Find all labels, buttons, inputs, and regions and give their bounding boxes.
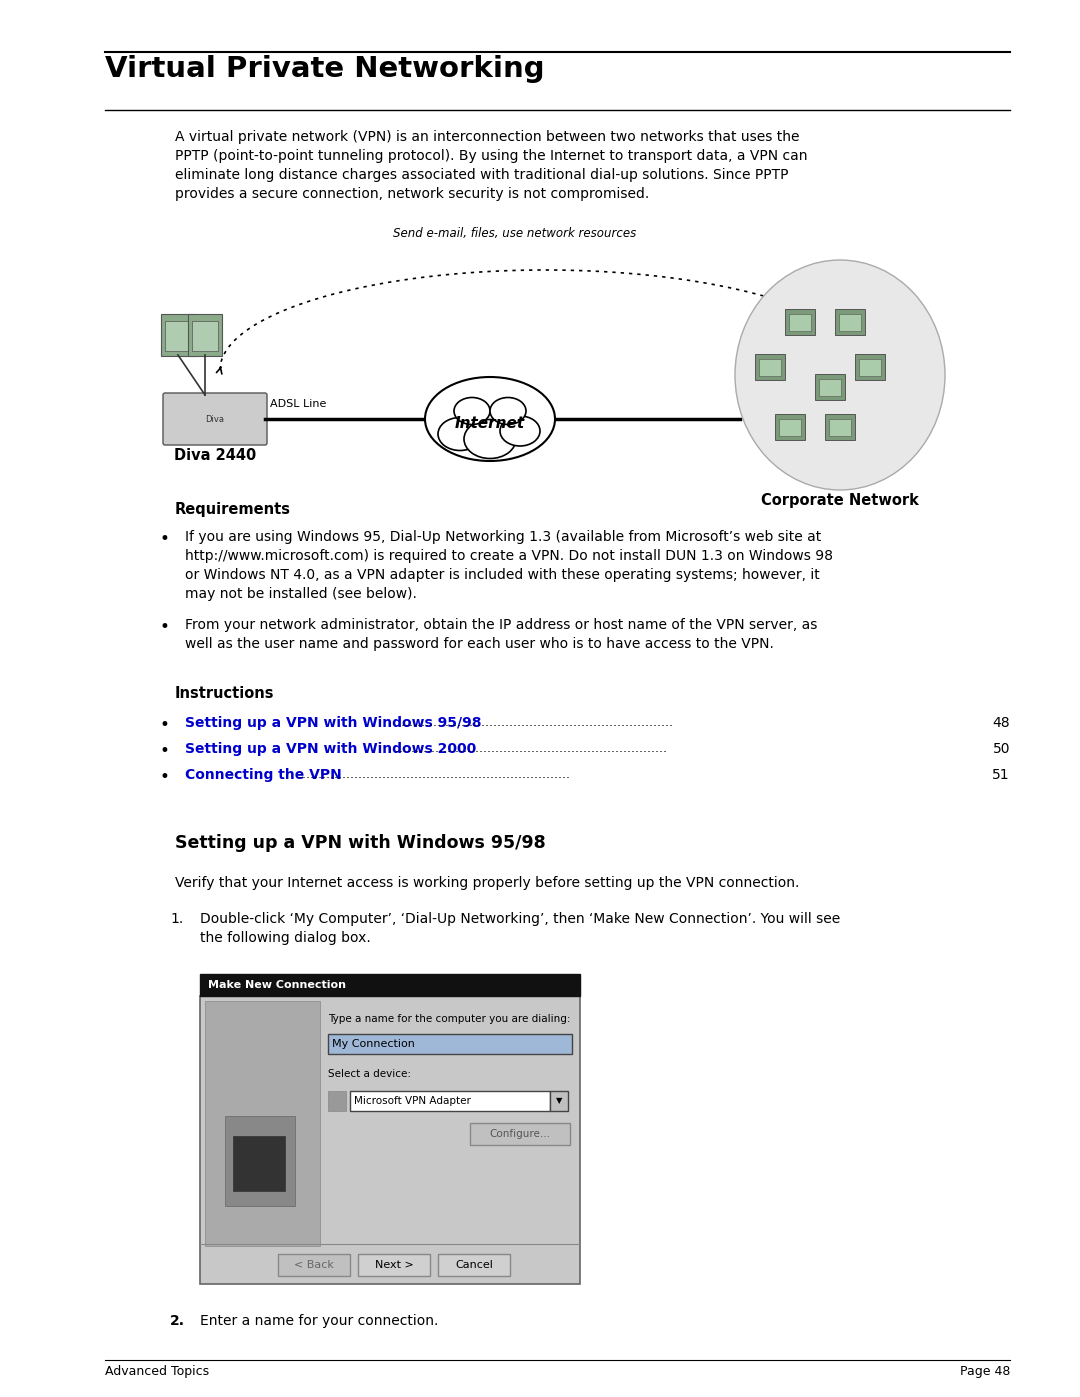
FancyBboxPatch shape (855, 353, 885, 380)
Ellipse shape (426, 377, 555, 461)
Text: ADSL Line: ADSL Line (270, 400, 326, 409)
Text: Advanced Topics: Advanced Topics (105, 1365, 210, 1377)
Text: •: • (160, 529, 170, 548)
FancyBboxPatch shape (200, 996, 580, 1284)
FancyBboxPatch shape (161, 314, 195, 356)
FancyBboxPatch shape (225, 1116, 295, 1206)
Text: ....................................................................: ........................................… (391, 742, 666, 754)
FancyBboxPatch shape (815, 374, 845, 400)
Ellipse shape (464, 419, 516, 458)
FancyBboxPatch shape (163, 393, 267, 446)
Text: 51: 51 (993, 768, 1010, 782)
Text: Send e-mail, files, use network resources: Send e-mail, files, use network resource… (393, 226, 636, 240)
Text: Select a device:: Select a device: (328, 1069, 411, 1078)
Ellipse shape (454, 398, 490, 425)
Text: ....................................................................: ........................................… (294, 768, 570, 781)
Text: 50: 50 (993, 742, 1010, 756)
Text: Make New Connection: Make New Connection (208, 981, 346, 990)
Text: 48: 48 (993, 717, 1010, 731)
Text: •: • (160, 768, 170, 787)
FancyBboxPatch shape (328, 1091, 346, 1111)
FancyBboxPatch shape (205, 1002, 320, 1246)
FancyBboxPatch shape (859, 359, 881, 376)
FancyBboxPatch shape (789, 314, 811, 331)
FancyBboxPatch shape (233, 1136, 285, 1192)
Text: Next >: Next > (375, 1260, 414, 1270)
FancyBboxPatch shape (839, 314, 861, 331)
Ellipse shape (490, 398, 526, 425)
FancyBboxPatch shape (357, 1255, 430, 1275)
Text: Page 48: Page 48 (960, 1365, 1010, 1377)
FancyBboxPatch shape (438, 1255, 510, 1275)
FancyBboxPatch shape (550, 1091, 568, 1111)
Text: Cancel: Cancel (455, 1260, 492, 1270)
Text: Virtual Private Networking: Virtual Private Networking (105, 54, 544, 82)
Ellipse shape (500, 416, 540, 446)
FancyBboxPatch shape (470, 1123, 570, 1146)
Text: If you are using Windows 95, Dial-Up Networking 1.3 (available from Microsoft’s : If you are using Windows 95, Dial-Up Net… (185, 529, 833, 601)
Text: •: • (160, 742, 170, 760)
FancyBboxPatch shape (192, 321, 218, 351)
Text: Corporate Network: Corporate Network (761, 493, 919, 509)
Text: From your network administrator, obtain the IP address or host name of the VPN s: From your network administrator, obtain … (185, 617, 818, 651)
FancyBboxPatch shape (165, 321, 191, 351)
FancyBboxPatch shape (759, 359, 781, 376)
Ellipse shape (438, 418, 482, 450)
Text: Diva: Diva (205, 415, 225, 423)
Text: Setting up a VPN with Windows 95/98: Setting up a VPN with Windows 95/98 (175, 834, 545, 852)
Text: 1.: 1. (170, 912, 184, 926)
FancyBboxPatch shape (200, 974, 580, 996)
Text: Connecting the VPN: Connecting the VPN (185, 768, 341, 782)
Text: Requirements: Requirements (175, 502, 291, 517)
Text: Type a name for the computer you are dialing:: Type a name for the computer you are dia… (328, 1014, 570, 1024)
FancyBboxPatch shape (825, 414, 855, 440)
Text: •: • (160, 617, 170, 636)
Text: ▼: ▼ (556, 1097, 563, 1105)
Text: Instructions: Instructions (175, 686, 274, 701)
FancyBboxPatch shape (779, 419, 801, 436)
FancyBboxPatch shape (829, 419, 851, 436)
Text: ....................................................................: ........................................… (396, 717, 673, 729)
Text: 2.: 2. (170, 1315, 185, 1329)
Text: Verify that your Internet access is working properly before setting up the VPN c: Verify that your Internet access is work… (175, 876, 799, 890)
Text: A virtual private network (VPN) is an interconnection between two networks that : A virtual private network (VPN) is an in… (175, 130, 808, 201)
Text: My Connection: My Connection (332, 1039, 415, 1049)
Text: Double-click ‘My Computer’, ‘Dial-Up Networking’, then ‘Make New Connection’. Yo: Double-click ‘My Computer’, ‘Dial-Up Net… (200, 912, 840, 944)
FancyBboxPatch shape (835, 309, 865, 335)
FancyBboxPatch shape (755, 353, 785, 380)
Text: •: • (160, 717, 170, 733)
Text: Internet: Internet (455, 416, 525, 432)
Text: Setting up a VPN with Windows 2000: Setting up a VPN with Windows 2000 (185, 742, 476, 756)
FancyBboxPatch shape (188, 314, 222, 356)
Ellipse shape (735, 260, 945, 490)
FancyBboxPatch shape (278, 1255, 350, 1275)
FancyBboxPatch shape (350, 1091, 550, 1111)
Text: Configure...: Configure... (489, 1129, 551, 1139)
Text: Enter a name for your connection.: Enter a name for your connection. (200, 1315, 438, 1329)
Text: Microsoft VPN Adapter: Microsoft VPN Adapter (354, 1097, 471, 1106)
FancyBboxPatch shape (775, 414, 805, 440)
Text: < Back: < Back (294, 1260, 334, 1270)
Text: Setting up a VPN with Windows 95/98: Setting up a VPN with Windows 95/98 (185, 717, 482, 731)
FancyBboxPatch shape (785, 309, 815, 335)
FancyBboxPatch shape (819, 379, 841, 395)
Text: Diva 2440: Diva 2440 (174, 448, 256, 462)
FancyBboxPatch shape (328, 1034, 572, 1053)
